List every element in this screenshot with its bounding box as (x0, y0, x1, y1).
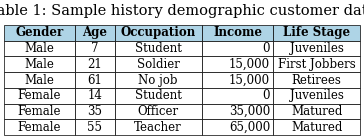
Bar (75, 72, 115, 88)
Text: Income: Income (213, 26, 262, 39)
Bar (115, 25, 202, 41)
Bar (202, 72, 273, 88)
Text: 55: 55 (87, 121, 102, 134)
Text: 21: 21 (87, 58, 102, 71)
Text: Female: Female (17, 105, 61, 118)
Text: First Jobbers: First Jobbers (278, 58, 356, 71)
Bar (273, 72, 360, 88)
Text: Teacher: Teacher (134, 121, 182, 134)
Text: Student: Student (135, 42, 182, 55)
Bar (4, 25, 75, 41)
Bar (75, 88, 115, 104)
Text: Retirees: Retirees (292, 74, 342, 87)
Text: Matured: Matured (291, 105, 343, 118)
Bar (202, 56, 273, 72)
Text: Soldier: Soldier (137, 58, 180, 71)
Text: 0: 0 (263, 89, 270, 102)
Bar (115, 120, 202, 135)
Bar (115, 72, 202, 88)
Bar (75, 120, 115, 135)
Text: Juveniles: Juveniles (290, 89, 344, 102)
Text: Gender: Gender (15, 26, 63, 39)
Bar (4, 41, 75, 56)
Text: 7: 7 (91, 42, 99, 55)
Bar (75, 56, 115, 72)
Text: Table 1: Sample history demographic customer data: Table 1: Sample history demographic cust… (0, 4, 364, 18)
Bar (4, 120, 75, 135)
Text: 15,000: 15,000 (229, 58, 270, 71)
Text: Occupation: Occupation (120, 26, 196, 39)
Bar (273, 88, 360, 104)
Text: 35: 35 (87, 105, 102, 118)
Bar (202, 25, 273, 41)
Bar (75, 104, 115, 120)
Bar (115, 88, 202, 104)
Bar (75, 25, 115, 41)
Bar (273, 41, 360, 56)
Bar (273, 120, 360, 135)
Bar (115, 41, 202, 56)
Text: Female: Female (17, 89, 61, 102)
Text: 15,000: 15,000 (229, 74, 270, 87)
Text: Age: Age (82, 26, 107, 39)
Bar (115, 56, 202, 72)
Text: 0: 0 (263, 42, 270, 55)
Bar (273, 104, 360, 120)
Text: No job: No job (138, 74, 178, 87)
Bar (115, 104, 202, 120)
Text: 14: 14 (87, 89, 102, 102)
Text: Life Stage: Life Stage (283, 26, 350, 39)
Text: Female: Female (17, 121, 61, 134)
Bar (202, 41, 273, 56)
Text: Officer: Officer (138, 105, 179, 118)
Text: Matured: Matured (291, 121, 343, 134)
Text: 35,000: 35,000 (229, 105, 270, 118)
Text: 61: 61 (87, 74, 102, 87)
Text: Male: Male (24, 58, 54, 71)
Text: Student: Student (135, 89, 182, 102)
Bar (273, 56, 360, 72)
Bar (4, 88, 75, 104)
Bar (202, 120, 273, 135)
Bar (75, 41, 115, 56)
Bar (4, 72, 75, 88)
Bar (202, 88, 273, 104)
Bar (4, 56, 75, 72)
Bar (273, 25, 360, 41)
Text: 65,000: 65,000 (229, 121, 270, 134)
Text: Juveniles: Juveniles (290, 42, 344, 55)
Bar (202, 104, 273, 120)
Text: Male: Male (24, 74, 54, 87)
Text: Male: Male (24, 42, 54, 55)
Bar (4, 104, 75, 120)
